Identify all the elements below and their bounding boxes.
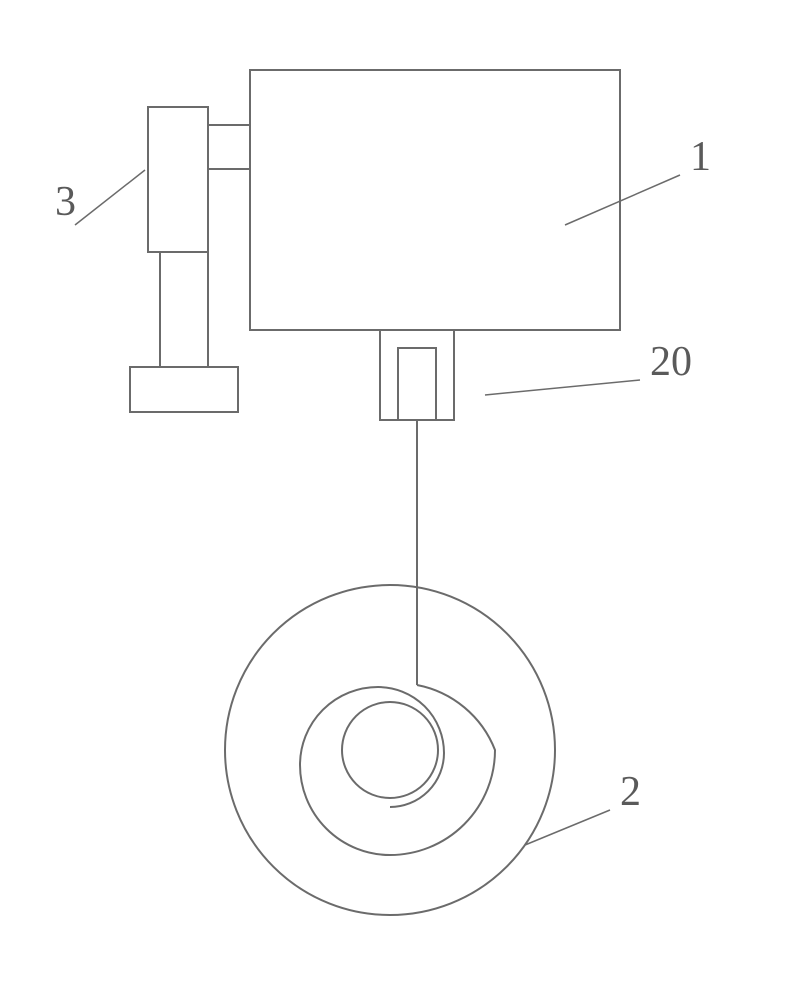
label-3: 3 [55,179,76,225]
diagram-canvas: 3 1 20 2 [0,0,810,1000]
label-20-leader [485,380,640,395]
label-1: 1 [690,134,711,180]
spiral-outer-circle [225,585,555,915]
bottom-connector-outer [380,330,454,420]
label-20: 20 [650,339,692,385]
bottom-connector-inner [398,348,436,420]
label-1-leader [565,175,680,225]
left-arm-bottom [160,252,208,367]
left-connector [208,125,250,169]
left-base [130,367,238,412]
label-2-leader [525,810,610,845]
main-box [250,70,620,330]
label-2: 2 [620,769,641,815]
label-3-leader [75,170,145,225]
left-arm-top [148,107,208,252]
spiral-inner-circle [342,702,438,798]
spiral-path [300,685,495,855]
